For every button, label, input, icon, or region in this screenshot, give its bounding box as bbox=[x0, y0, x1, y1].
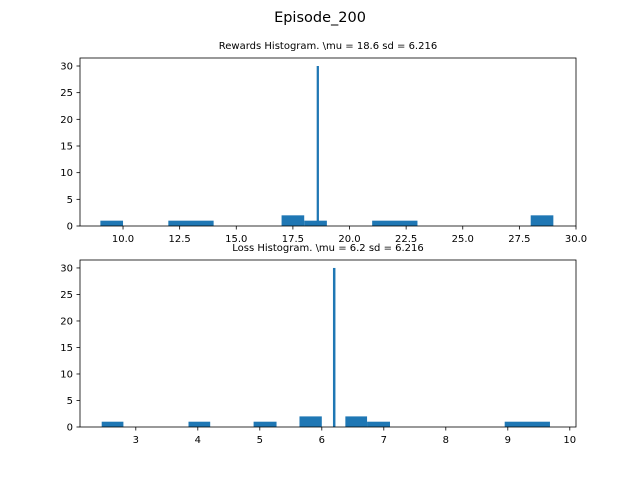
loss-bar-1 bbox=[188, 421, 211, 427]
rewards-xtick-label-3: 17.5 bbox=[282, 234, 304, 245]
loss-ytick-label-4: 20 bbox=[60, 316, 73, 327]
loss-xtick-label-3: 6 bbox=[319, 435, 325, 446]
rewards-xtick-label-7: 27.5 bbox=[508, 234, 530, 245]
rewards-bar-0 bbox=[100, 220, 124, 226]
rewards-xtick-label-1: 12.5 bbox=[169, 234, 191, 245]
loss-xtick-label-0: 3 bbox=[133, 435, 139, 446]
loss-xtick-label-7: 10 bbox=[563, 435, 576, 446]
loss-bar-5 bbox=[367, 421, 390, 427]
loss-ytick-label-3: 15 bbox=[60, 343, 73, 354]
loss-ytick-label-0: 0 bbox=[67, 423, 73, 434]
rewards-bar-6 bbox=[316, 66, 319, 226]
rewards-xtick-label-8: 30.0 bbox=[565, 234, 587, 245]
loss-xtick-label-2: 5 bbox=[257, 435, 263, 446]
rewards-xtick-label-4: 20.0 bbox=[338, 234, 360, 245]
rewards-ytick-label-4: 20 bbox=[60, 115, 73, 126]
rewards-ytick-label-6: 30 bbox=[60, 62, 73, 73]
rewards-ytick-label-2: 10 bbox=[60, 168, 73, 179]
rewards-ytick-label-1: 5 bbox=[67, 195, 73, 206]
rewards-bar-1 bbox=[168, 220, 214, 226]
loss-bar-4 bbox=[345, 416, 368, 427]
loss-xtick-label-6: 9 bbox=[505, 435, 511, 446]
rewards-bar-5 bbox=[530, 215, 554, 226]
loss-xtick-label-4: 7 bbox=[381, 435, 387, 446]
loss-histogram-title: Loss Histogram. \mu = 6.2 sd = 6.216 bbox=[232, 243, 424, 254]
rewards-bar-2 bbox=[281, 215, 305, 226]
loss-bar-7 bbox=[332, 267, 336, 427]
rewards-xtick-label-5: 22.5 bbox=[395, 234, 417, 245]
loss-bar-2 bbox=[253, 421, 277, 427]
loss-bar-6 bbox=[504, 421, 550, 427]
figure-title: Episode_200 bbox=[274, 10, 366, 26]
rewards-bar-3 bbox=[304, 220, 327, 226]
rewards-xtick-label-0: 10.0 bbox=[112, 234, 134, 245]
loss-ytick-label-1: 5 bbox=[67, 396, 73, 407]
loss-axes-frame bbox=[79, 259, 577, 428]
rewards-axes-frame bbox=[79, 57, 577, 227]
rewards-xtick-label-2: 15.0 bbox=[225, 234, 247, 245]
rewards-ytick-label-5: 25 bbox=[60, 88, 73, 99]
rewards-bar-4 bbox=[372, 220, 418, 226]
loss-bar-3 bbox=[299, 416, 322, 427]
loss-histogram-panel: Loss Histogram. \mu = 6.2 sd = 6.216 3 4 5… bbox=[60, 243, 577, 446]
loss-xtick-label-1: 4 bbox=[195, 435, 201, 446]
loss-ytick-label-5: 25 bbox=[60, 290, 73, 301]
loss-xtick-label-5: 8 bbox=[443, 435, 449, 446]
loss-ytick-label-6: 30 bbox=[60, 263, 73, 274]
loss-bar-0 bbox=[101, 421, 124, 427]
rewards-ytick-label-3: 15 bbox=[60, 142, 73, 153]
rewards-histogram-title: Rewards Histogram. \mu = 18.6 sd = 6.216 bbox=[219, 41, 437, 52]
rewards-xtick-label-6: 25.0 bbox=[452, 234, 474, 245]
rewards-histogram-panel: Rewards Histogram. \mu = 18.6 sd = 6.216… bbox=[60, 41, 587, 245]
rewards-ytick-label-0: 0 bbox=[67, 222, 73, 233]
loss-ytick-label-2: 10 bbox=[60, 369, 73, 380]
